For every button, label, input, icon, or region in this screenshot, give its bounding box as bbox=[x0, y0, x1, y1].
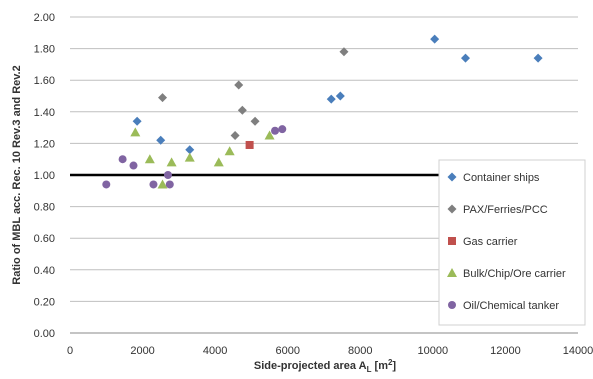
x-tick-label: 4000 bbox=[203, 345, 227, 357]
legend-label-gas-carrier: Gas carrier bbox=[463, 236, 518, 248]
legend-marker-pax-ferries-pcc bbox=[447, 204, 457, 214]
data-point-bulk-chip-ore-carrier bbox=[184, 152, 195, 162]
data-point-pax-ferries-pcc bbox=[158, 93, 168, 103]
data-point-container-ships bbox=[326, 94, 336, 104]
y-tick-label: 0.40 bbox=[34, 265, 55, 277]
data-point-bulk-chip-ore-carrier bbox=[130, 127, 141, 137]
data-point-pax-ferries-pcc bbox=[339, 47, 349, 57]
y-tick-label: 1.80 bbox=[34, 44, 55, 56]
data-point-oil-chemical-tanker bbox=[271, 126, 280, 135]
x-tick-label: 14000 bbox=[563, 345, 593, 357]
data-point-container-ships bbox=[430, 34, 440, 44]
data-point-bulk-chip-ore-carrier bbox=[157, 179, 168, 189]
x-axis-title-sub: L bbox=[367, 365, 372, 374]
data-point-bulk-chip-ore-carrier bbox=[224, 146, 235, 156]
data-point-container-ships bbox=[335, 91, 345, 101]
data-point-oil-chemical-tanker bbox=[278, 125, 287, 134]
data-point-pax-ferries-pcc bbox=[250, 116, 260, 126]
data-points bbox=[102, 34, 543, 189]
data-point-bulk-chip-ore-carrier bbox=[144, 154, 155, 164]
y-tick-label: 0.80 bbox=[34, 202, 55, 214]
x-axis-title: Side-projected area AL [m2] bbox=[254, 358, 397, 374]
x-tick-label: 2000 bbox=[130, 345, 154, 357]
data-point-oil-chemical-tanker bbox=[129, 161, 138, 170]
legend-label-oil-chemical-tanker: Oil/Chemical tanker bbox=[463, 300, 559, 312]
y-tick-label: 1.40 bbox=[34, 107, 55, 119]
legend-label-pax-ferries-pcc: PAX/Ferries/PCC bbox=[463, 204, 548, 216]
data-point-bulk-chip-ore-carrier bbox=[213, 157, 224, 167]
y-tick-label: 0.20 bbox=[34, 296, 55, 308]
legend-label-bulk-chip-ore-carrier: Bulk/Chip/Ore carrier bbox=[463, 268, 566, 280]
x-tick-label: 12000 bbox=[490, 345, 521, 357]
y-tick-label: 0.00 bbox=[34, 328, 55, 340]
data-point-bulk-chip-ore-carrier bbox=[166, 157, 177, 167]
data-point-gas-carrier bbox=[245, 140, 254, 149]
data-point-pax-ferries-pcc bbox=[237, 105, 247, 115]
x-tick-label: 0 bbox=[67, 345, 73, 357]
y-tick-labels: 0.00 0.20 0.40 0.60 0.80 1.00 1.20 1.40 1.60 1.80… bbox=[34, 12, 55, 340]
data-point-oil-chemical-tanker bbox=[163, 171, 172, 179]
data-point-container-ships bbox=[461, 53, 471, 63]
data-point-container-ships bbox=[156, 135, 166, 145]
legend-marker-bulk-chip-ore-carrier bbox=[447, 268, 457, 277]
y-tick-label: 2.00 bbox=[34, 12, 55, 24]
x-tick-label: 8000 bbox=[348, 345, 372, 357]
data-point-container-ships bbox=[185, 145, 195, 155]
legend-marker-container-ships bbox=[447, 172, 457, 182]
data-point-container-ships bbox=[132, 116, 142, 126]
legend: Container ships PAX/Ferries/PCC Gas carrie… bbox=[438, 159, 586, 326]
y-tick-label: 1.60 bbox=[34, 75, 55, 87]
data-point-oil-chemical-tanker bbox=[102, 180, 111, 189]
data-point-pax-ferries-pcc bbox=[230, 131, 240, 140]
y-tick-label: 1.00 bbox=[34, 170, 55, 182]
legend-marker-oil-chemical-tanker bbox=[448, 301, 456, 309]
legend-label-container-ships: Container ships bbox=[463, 172, 540, 184]
y-axis-title: Ratio of MBL acc. Rec. 10 Rev.3 and Rev.… bbox=[11, 65, 23, 284]
x-axis-title-unit-sup: 2 bbox=[388, 358, 393, 367]
x-tick-label: 6000 bbox=[275, 345, 299, 357]
x-tick-label: 10000 bbox=[418, 345, 449, 357]
data-point-pax-ferries-pcc bbox=[234, 80, 244, 90]
x-axis-title-main: Side-projected area A bbox=[254, 360, 367, 372]
y-tick-label: 1.20 bbox=[34, 138, 55, 150]
legend-box bbox=[438, 159, 586, 326]
data-point-bulk-chip-ore-carrier bbox=[264, 130, 275, 140]
data-point-container-ships bbox=[533, 53, 543, 63]
legend-marker-gas-carrier bbox=[448, 237, 456, 245]
y-tick-label: 0.60 bbox=[34, 233, 55, 245]
x-tick-labels: 0 2000 4000 6000 8000 10000 12000 14000 bbox=[67, 345, 593, 357]
data-point-oil-chemical-tanker bbox=[149, 180, 158, 189]
x-axis-title-unit-close: ] bbox=[392, 360, 396, 372]
x-axis-title-unit-open: [m bbox=[371, 360, 388, 372]
data-point-oil-chemical-tanker bbox=[118, 155, 127, 164]
data-point-oil-chemical-tanker bbox=[165, 180, 174, 189]
